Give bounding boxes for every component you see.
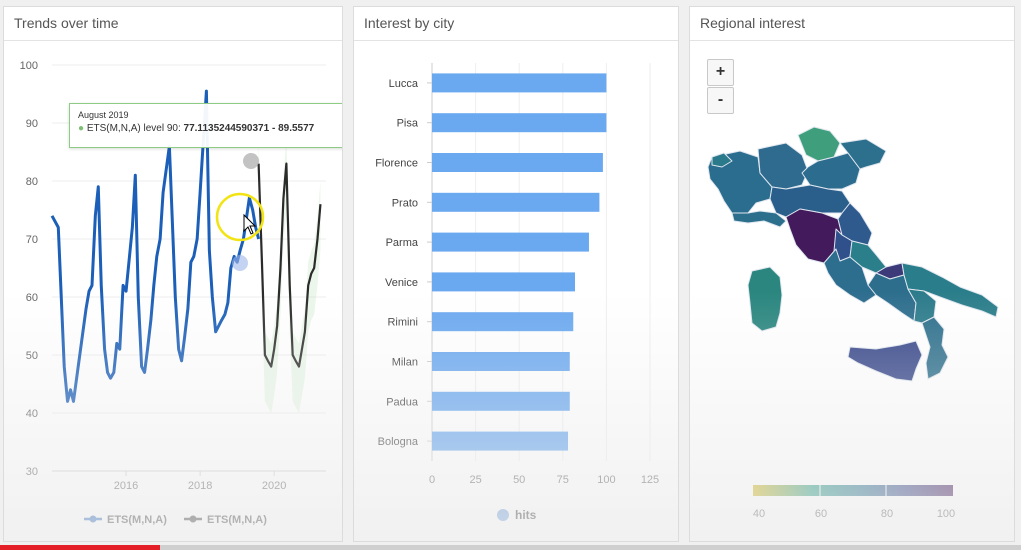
x-tick-label: 2018 [188,480,212,492]
x-tick-label: 2016 [114,480,138,492]
region-veneto[interactable] [801,152,861,190]
legend-swatch-dot [89,515,97,523]
italy-choropleth-map[interactable] [690,117,1014,447]
x-tick-label: 125 [641,474,659,486]
video-progress-track[interactable] [0,545,1021,550]
tooltip-value: 77.1135244590371 - 89.5577 [183,123,315,134]
hover-point-marker [243,153,259,169]
city-bar[interactable] [432,113,607,133]
city-label: Milan [392,357,418,369]
region-sicilia[interactable] [847,340,923,382]
city-bar[interactable] [432,272,576,292]
chart-tooltip: August 2019 ● ETS(M,N,A) level 90: 77.11… [69,103,342,148]
regional-panel-title: Regional interest [690,7,1014,41]
region-lombardia[interactable] [757,142,809,190]
city-panel-title: Interest by city [354,7,678,41]
city-label: Parma [386,237,419,249]
y-tick-label: 100 [20,60,38,72]
y-tick-label: 50 [26,350,38,362]
city-label: Venice [385,277,418,289]
x-tick-label: 100 [597,474,615,486]
legend-label: ETS(M,N,A) [107,514,167,526]
region-friuli[interactable] [839,138,887,170]
hits-legend-label: hits [515,508,537,522]
video-progress-fill [0,545,161,550]
x-tick-label: 0 [429,474,435,486]
zoom-out-button[interactable]: - [707,87,734,114]
city-bar[interactable] [432,312,574,332]
city-bar[interactable] [432,352,570,371]
y-tick-label: 90 [26,118,38,130]
city-label: Pisa [397,118,419,130]
city-bar[interactable] [432,391,570,411]
trends-panel-title: Trends over time [4,7,342,41]
legend-swatch-dot [189,515,197,523]
region-calabria[interactable] [921,316,949,380]
x-tick-label: 50 [513,474,525,486]
y-tick-label: 30 [26,466,38,478]
scale-tick-label: 100 [937,508,955,520]
tooltip-body: ● ETS(M,N,A) level 90: 77.1135244590371 … [78,123,342,134]
color-scale-legend: 40 60 80 100 [753,485,955,520]
y-tick-label: 60 [26,292,38,304]
region-trentino[interactable] [797,126,841,162]
legend-label: ETS(M,N,A) [207,514,267,526]
city-panel: Interest by city Lucca Pisa Florence Prato P… [353,6,679,542]
legend-item[interactable]: ETS(M,N,A) [184,514,267,526]
city-bar[interactable] [432,73,607,93]
zoom-in-button[interactable]: + [707,59,734,86]
city-label: Lucca [389,78,419,90]
y-tick-label: 40 [26,408,38,420]
city-label: Bologna [378,436,419,448]
city-label: Padua [386,396,419,408]
y-tick-label: 70 [26,234,38,246]
y-tick-label: 80 [26,176,38,188]
city-bar[interactable] [432,192,600,212]
city-bar[interactable] [432,431,569,451]
region-liguria[interactable] [731,210,787,228]
city-bar-chart[interactable]: Lucca Pisa Florence Prato Parma Venice Rimini M… [354,41,678,541]
scale-tick-label: 60 [815,508,827,520]
cursor-highlight-ring [215,192,265,242]
tooltip-title: August 2019 [78,110,129,120]
scale-tick-label: 40 [753,508,765,520]
tooltip-label: ETS(M,N,A) level 90: [86,123,184,134]
hover-point-marker [232,255,248,271]
city-label: Prato [392,197,418,209]
x-tick-label: 25 [469,474,481,486]
mouse-cursor-icon [243,213,257,235]
city-bar[interactable] [432,232,589,252]
city-label: Florence [375,158,418,170]
hits-legend-dot [497,509,509,521]
region-piemonte[interactable] [707,150,773,214]
regional-panel: Regional interest + - [689,6,1015,542]
city-label: Rimini [387,317,418,329]
city-bar[interactable] [432,153,603,172]
trends-panel: Trends over time 100 90 80 70 60 50 40 30 2016 20… [3,6,343,542]
scale-tick-label: 80 [881,508,893,520]
region-valle-daosta[interactable] [711,152,733,168]
color-scale-bar [753,485,953,496]
tooltip-dot-icon: ● [78,123,85,134]
legend-item[interactable]: ETS(M,N,A) [84,514,167,526]
city-chart-legend[interactable]: hits [497,508,537,522]
x-tick-label: 2020 [262,480,286,492]
region-sardegna[interactable] [747,266,783,332]
x-tick-label: 75 [557,474,569,486]
